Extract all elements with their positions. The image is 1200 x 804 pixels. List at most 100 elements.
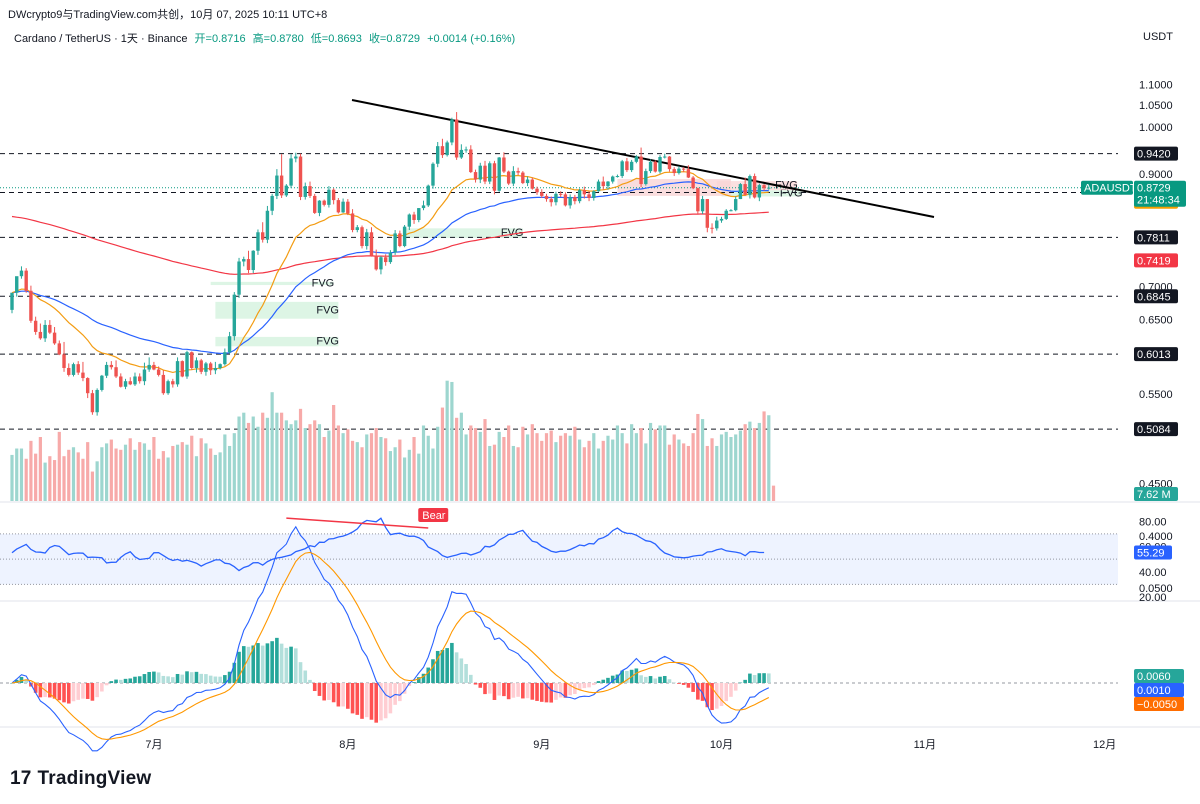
volume-bar (748, 421, 752, 501)
macd-histogram-bar (677, 683, 681, 684)
candle-body (52, 332, 57, 344)
macd-histogram-bar (615, 674, 620, 683)
candle-body (440, 146, 445, 156)
volume-bar (653, 429, 657, 501)
candle-body (10, 292, 14, 310)
ema-50-line (11, 181, 769, 354)
candle-body (204, 363, 208, 372)
volume-bar (100, 447, 104, 501)
macd-value-tag (1134, 669, 1184, 683)
volume-bar (332, 405, 336, 501)
candle-body (644, 171, 648, 185)
macd-histogram-bar (246, 646, 251, 683)
volume-bar (147, 449, 151, 501)
high-value: 高=0.8780 (252, 33, 304, 45)
macd-histogram-bar (549, 683, 554, 703)
candle-body (369, 232, 374, 256)
candle-body (388, 252, 393, 263)
macd-histogram-bar (270, 641, 274, 683)
macd-histogram-bar (681, 683, 686, 685)
volume-bar (256, 426, 260, 501)
volume-bar (327, 430, 331, 501)
volume-bar (232, 433, 236, 501)
volume-bar (317, 424, 322, 501)
candle-body (175, 361, 180, 385)
macd-histogram-bar (336, 683, 341, 707)
macd-histogram-bar (696, 683, 700, 700)
bear-tag-label: Bear (422, 510, 446, 522)
candle-body (549, 199, 553, 203)
macd-histogram-bar (114, 679, 118, 683)
macd-histogram-bar (109, 681, 114, 683)
macd-histogram-bar (431, 659, 435, 683)
volume-bar (379, 437, 383, 501)
macd-histogram-bar (653, 678, 658, 683)
candle-body (625, 161, 629, 171)
fvg-zone (215, 336, 339, 347)
volume-bar (95, 461, 99, 501)
macd-histogram-bar (322, 683, 326, 701)
macd-histogram-bar (398, 683, 402, 702)
level-price-tag (1134, 422, 1178, 437)
macd-histogram-bar (57, 683, 62, 701)
candle-body (279, 175, 284, 196)
macd-histogram-bar (62, 683, 66, 703)
candle-body (218, 364, 222, 368)
candle-body (322, 200, 326, 205)
macd-histogram-bar (213, 676, 218, 683)
fvg-zone (404, 228, 523, 238)
macd-histogram-bar (48, 683, 52, 698)
candle-body (350, 213, 355, 231)
candle-body (620, 161, 624, 177)
volume-bar (242, 412, 246, 501)
volume-bar (488, 445, 492, 501)
macd-histogram-bar (71, 683, 76, 702)
bear-tag (418, 507, 449, 522)
volume-bar (757, 422, 761, 501)
macd-histogram-bar (672, 682, 676, 684)
volume-bar (497, 431, 501, 501)
macd-histogram-bar (104, 683, 109, 686)
volume-bar (157, 458, 161, 501)
macd-histogram-bar (587, 683, 591, 688)
volume-bar (67, 449, 71, 501)
candle-body (691, 177, 695, 189)
volume-bar (109, 439, 113, 501)
macd-histogram-bar (497, 683, 501, 696)
candle-body (90, 393, 95, 413)
candle-body (752, 176, 757, 198)
macd-histogram-bar (738, 682, 743, 684)
macd-histogram-bar (317, 683, 322, 696)
macd-histogram-bar (10, 683, 14, 684)
candle-body (700, 199, 705, 212)
volume-bar (15, 448, 19, 501)
candle-body (696, 188, 700, 212)
tradingview-brand[interactable]: 17 TradingView (10, 768, 151, 790)
candle-body (757, 185, 762, 198)
candle-body (402, 226, 407, 247)
candle-body (686, 169, 691, 178)
macd-histogram-bar (38, 683, 43, 698)
candle-body (24, 270, 28, 291)
macd-histogram-bar (379, 683, 383, 721)
candle-body (308, 186, 312, 196)
candle-body (445, 142, 449, 156)
macd-histogram-bar (341, 683, 345, 707)
tradingview-logo-icon: 17 (10, 768, 32, 789)
candle-body (601, 181, 605, 187)
symbol-title[interactable]: Cardano / TetherUS · 1天 · Binance (14, 33, 188, 45)
volume-bar (469, 425, 473, 501)
macd-histogram-bar (147, 671, 151, 683)
volume-bar (128, 438, 132, 501)
candle-body (185, 352, 189, 377)
volume-bar (213, 454, 217, 501)
candle-body (743, 184, 747, 195)
candle-body (767, 187, 771, 189)
macd-histogram-bar (596, 681, 601, 683)
candle-body (48, 324, 52, 333)
macd-histogram-bar (402, 683, 407, 694)
candle-body (502, 157, 506, 172)
volume-bar (696, 413, 700, 501)
macd-histogram-bar (118, 679, 123, 683)
